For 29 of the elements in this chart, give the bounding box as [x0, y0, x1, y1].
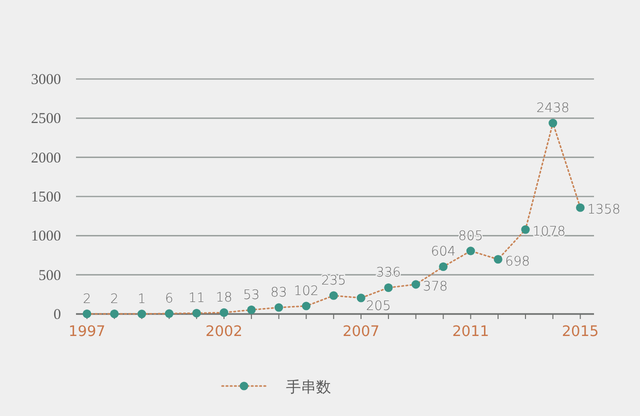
data-label: 604	[430, 244, 456, 260]
data-label: 205	[366, 298, 391, 314]
data-label: 11	[188, 291, 205, 306]
y-tick-label: 1000	[31, 228, 61, 245]
y-tick-label: 1500	[31, 190, 61, 206]
x-tick-label: 2007	[342, 324, 380, 340]
x-tick-label: 2011	[452, 324, 490, 340]
data-label: 1	[138, 292, 146, 307]
data-label: 698	[505, 254, 530, 270]
data-label: 53	[243, 288, 260, 303]
legend-label: 手串数	[286, 378, 331, 396]
y-tick-label: 2000	[31, 150, 61, 166]
data-label: 18	[216, 290, 232, 306]
data-label: 2	[82, 292, 92, 307]
x-tick-label: 2002	[206, 324, 242, 340]
y-tick-label: 500	[38, 268, 61, 284]
data-label: 1358	[587, 202, 620, 218]
data-label: 6	[165, 292, 174, 307]
data-label: 2438	[536, 101, 570, 116]
data-label: 2	[110, 292, 118, 307]
data-label: 378	[422, 279, 448, 294]
y-tick-label: 0	[54, 307, 61, 323]
y-tick-label: 2500	[31, 111, 61, 128]
data-label: 83	[270, 286, 288, 300]
data-label: 235	[321, 274, 346, 289]
data-label: 102	[294, 284, 319, 299]
y-tick-label: 3000	[31, 72, 61, 88]
x-tick-label: 2015	[562, 324, 599, 340]
x-tick-label: 1997	[68, 324, 106, 340]
